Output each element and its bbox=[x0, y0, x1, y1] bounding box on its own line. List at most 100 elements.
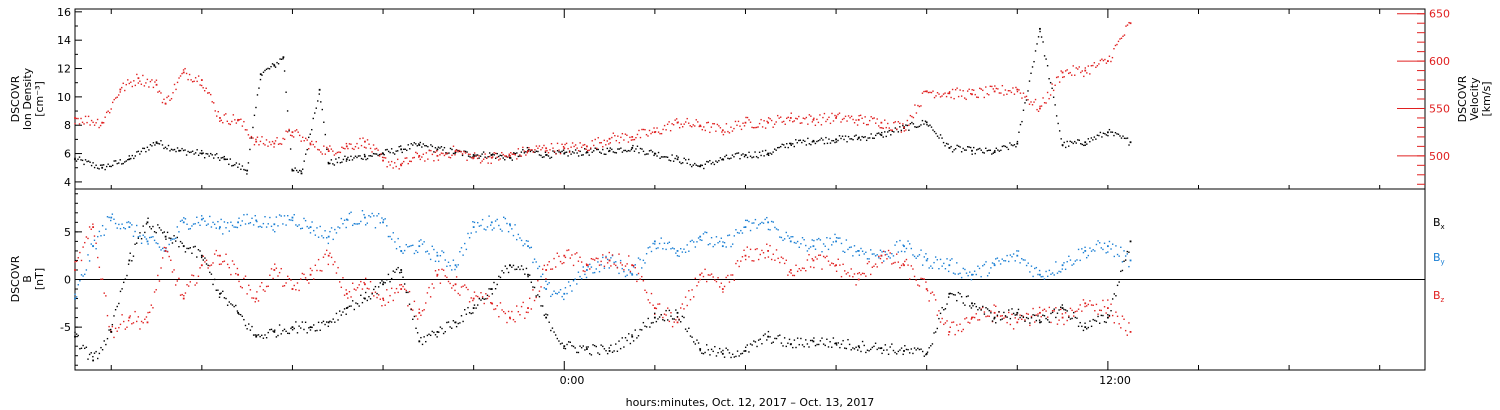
bx-sample bbox=[663, 319, 666, 322]
bx-sample bbox=[986, 308, 989, 310]
bx-sample bbox=[449, 326, 451, 328]
velocity-sample bbox=[184, 67, 186, 70]
bz-sample bbox=[871, 266, 874, 268]
bz-sample bbox=[853, 273, 856, 275]
bx-point bbox=[291, 326, 294, 329]
by-sample bbox=[559, 288, 562, 291]
by-sample bbox=[98, 230, 101, 233]
bottom-ylabel-line3: [nT] bbox=[33, 268, 46, 290]
by-sample bbox=[824, 245, 826, 247]
velocity-sample bbox=[1117, 40, 1120, 43]
bx-sample bbox=[727, 349, 729, 351]
bx-sample bbox=[567, 341, 570, 343]
ion-density-sample bbox=[703, 167, 705, 170]
ion-density-sample bbox=[537, 150, 539, 153]
velocity-sample bbox=[921, 92, 924, 94]
bz-sample bbox=[231, 260, 234, 262]
velocity-sample bbox=[538, 145, 541, 147]
by-sample bbox=[670, 248, 672, 250]
velocity-sample bbox=[876, 118, 878, 120]
velocity-sample bbox=[543, 144, 545, 147]
ion-density-sample bbox=[784, 146, 786, 149]
bx-sample bbox=[533, 286, 536, 289]
by-sample bbox=[196, 216, 198, 218]
by-point bbox=[490, 221, 493, 224]
ion-density-sample bbox=[353, 157, 355, 159]
by-sample bbox=[840, 242, 843, 245]
velocity-sample bbox=[710, 126, 713, 128]
velocity-sample bbox=[369, 147, 372, 150]
bx-point bbox=[1106, 316, 1109, 319]
bz-sample bbox=[322, 256, 325, 258]
bx-point bbox=[545, 316, 548, 319]
bx-sample bbox=[731, 353, 734, 356]
ion-density-sample bbox=[449, 147, 452, 150]
ion-density-sample bbox=[157, 142, 159, 145]
bx-sample bbox=[655, 320, 658, 323]
by-sample bbox=[774, 226, 776, 229]
bz-sample bbox=[395, 287, 398, 290]
bx-sample bbox=[788, 338, 791, 341]
ion-density-sample bbox=[1061, 144, 1064, 147]
velocity-sample bbox=[567, 147, 569, 150]
ion-density-sample bbox=[700, 164, 702, 166]
ion-density-sample bbox=[627, 149, 630, 152]
bx-sample bbox=[464, 308, 466, 311]
bx-sample bbox=[256, 334, 258, 336]
ion-density-sample bbox=[501, 154, 503, 157]
velocity-point bbox=[545, 147, 548, 150]
bz-sample bbox=[400, 284, 403, 286]
by-sample bbox=[701, 239, 703, 242]
ion-density-sample bbox=[285, 91, 287, 93]
bz-sample bbox=[316, 269, 318, 272]
velocity-sample bbox=[1043, 102, 1046, 104]
bz-sample bbox=[650, 292, 653, 295]
bz-sample bbox=[84, 241, 86, 244]
velocity-sample bbox=[508, 153, 510, 155]
ion-density-sample bbox=[305, 153, 307, 155]
bx-sample bbox=[1126, 250, 1128, 253]
ion-density-sample bbox=[773, 148, 776, 150]
by-sample bbox=[420, 239, 422, 241]
bz-point bbox=[309, 273, 312, 276]
ion-density-sample bbox=[354, 155, 357, 157]
bx-sample bbox=[265, 337, 268, 339]
velocity-sample bbox=[709, 131, 711, 134]
ion-density-sample bbox=[454, 152, 456, 155]
bx-sample bbox=[93, 352, 96, 354]
velocity-sample bbox=[948, 91, 951, 93]
bx-sample bbox=[170, 237, 172, 240]
velocity-sample bbox=[879, 127, 881, 129]
by-sample bbox=[369, 216, 372, 218]
velocity-sample bbox=[463, 150, 465, 153]
velocity-sample bbox=[125, 83, 127, 86]
ion-density-sample bbox=[697, 165, 699, 167]
bz-sample bbox=[1025, 312, 1028, 315]
bz-sample bbox=[1051, 309, 1054, 312]
bx-sample bbox=[1124, 259, 1127, 261]
bz-sample bbox=[1126, 334, 1128, 336]
velocity-sample bbox=[1104, 58, 1106, 61]
velocity-point bbox=[327, 150, 330, 153]
velocity-sample bbox=[449, 157, 452, 159]
velocity-sample bbox=[641, 128, 643, 131]
ion-density-sample bbox=[593, 150, 595, 152]
ion-density-sample bbox=[790, 144, 792, 146]
bx-sample bbox=[433, 331, 435, 334]
by-sample bbox=[572, 280, 575, 282]
ion-density-sample bbox=[755, 155, 758, 158]
bz-sample bbox=[158, 280, 161, 282]
bz-sample bbox=[777, 257, 779, 260]
bz-sample bbox=[962, 328, 964, 331]
ion-density-sample bbox=[259, 78, 262, 81]
bz-sample bbox=[618, 253, 620, 255]
velocity-sample bbox=[541, 147, 544, 149]
ion-density-sample bbox=[1122, 135, 1124, 137]
by-sample bbox=[361, 210, 364, 212]
by-sample bbox=[826, 237, 828, 239]
by-sample bbox=[118, 223, 120, 226]
velocity-sample bbox=[1055, 76, 1058, 79]
bz-sample bbox=[178, 277, 180, 280]
bx-sample bbox=[501, 270, 503, 272]
ion-density-sample bbox=[306, 148, 308, 151]
